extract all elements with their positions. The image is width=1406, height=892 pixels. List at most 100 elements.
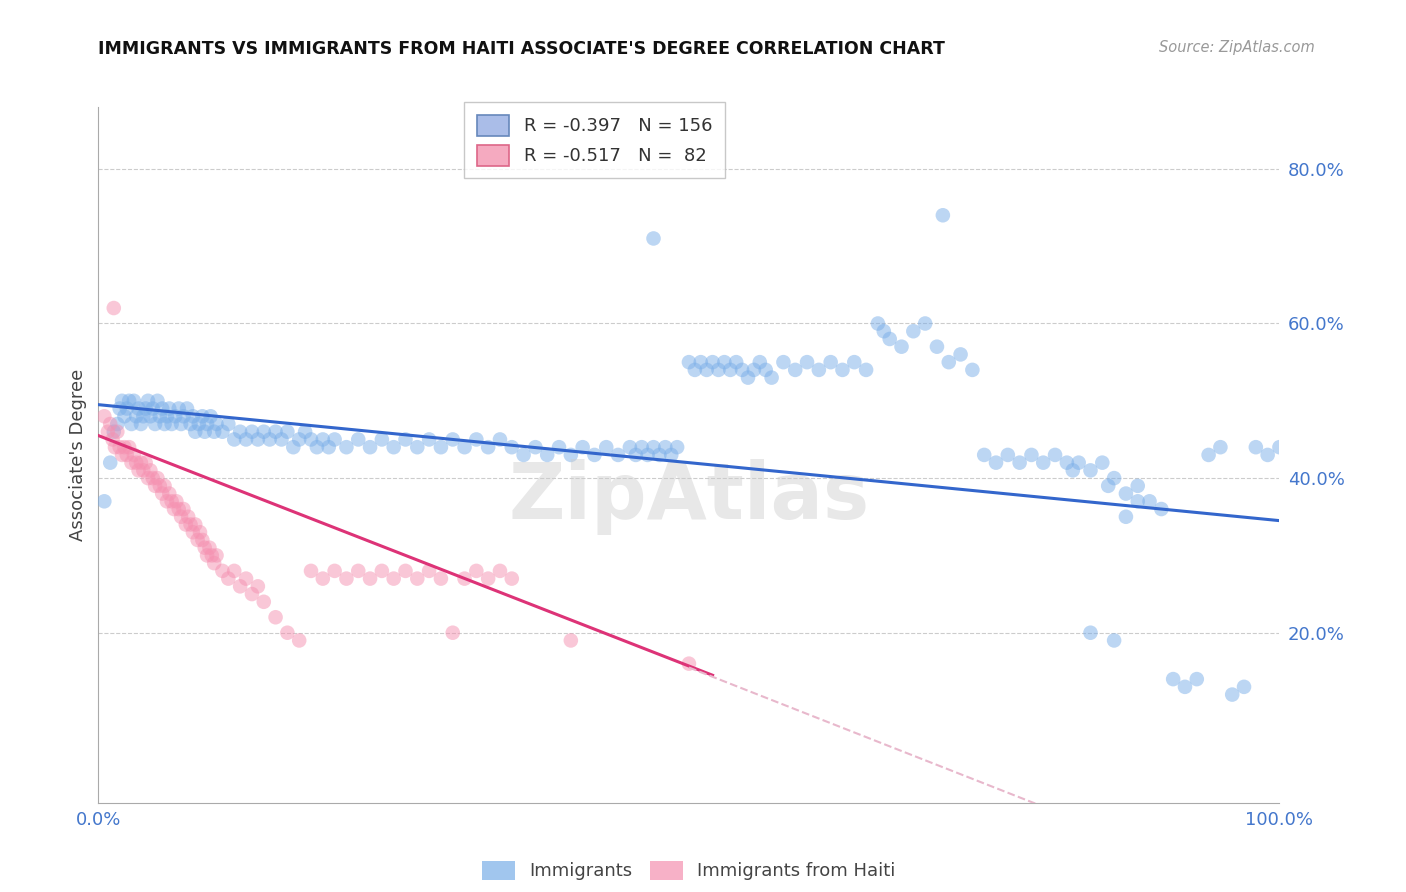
Point bbox=[1139, 494, 1161, 508]
Point bbox=[820, 355, 842, 369]
Point bbox=[1198, 448, 1220, 462]
Point bbox=[288, 433, 311, 447]
Point bbox=[748, 355, 770, 369]
Point bbox=[583, 448, 606, 462]
Point bbox=[180, 417, 202, 431]
Point bbox=[731, 363, 754, 377]
Point bbox=[132, 463, 155, 477]
Point bbox=[217, 417, 239, 431]
Point bbox=[156, 409, 179, 424]
Point bbox=[666, 440, 689, 454]
Point bbox=[382, 440, 405, 454]
Point bbox=[198, 541, 221, 555]
Point bbox=[150, 486, 173, 500]
Point bbox=[98, 456, 121, 470]
Point bbox=[1268, 440, 1291, 454]
Point bbox=[725, 355, 748, 369]
Point bbox=[264, 425, 287, 439]
Point bbox=[1209, 440, 1232, 454]
Point bbox=[1102, 633, 1125, 648]
Point bbox=[200, 409, 222, 424]
Point bbox=[103, 425, 125, 439]
Point bbox=[195, 417, 218, 431]
Point bbox=[224, 433, 246, 447]
Point bbox=[536, 448, 558, 462]
Point bbox=[194, 425, 217, 439]
Point bbox=[195, 549, 218, 563]
Point bbox=[394, 564, 416, 578]
Point bbox=[112, 440, 135, 454]
Point bbox=[136, 471, 159, 485]
Point bbox=[925, 340, 948, 354]
Point bbox=[1150, 502, 1173, 516]
Point bbox=[259, 433, 281, 447]
Point bbox=[772, 355, 794, 369]
Point bbox=[288, 633, 311, 648]
Point bbox=[371, 564, 394, 578]
Legend: Immigrants, Immigrants from Haiti: Immigrants, Immigrants from Haiti bbox=[475, 854, 903, 888]
Point bbox=[93, 494, 115, 508]
Point bbox=[181, 409, 204, 424]
Point bbox=[283, 440, 305, 454]
Point bbox=[1080, 463, 1102, 477]
Point bbox=[97, 425, 120, 439]
Point bbox=[949, 347, 972, 361]
Point bbox=[624, 448, 647, 462]
Point bbox=[678, 657, 700, 671]
Point bbox=[118, 440, 141, 454]
Point bbox=[121, 456, 143, 470]
Point bbox=[524, 440, 547, 454]
Point bbox=[312, 572, 335, 586]
Point bbox=[146, 471, 169, 485]
Point bbox=[1115, 486, 1137, 500]
Point bbox=[595, 440, 617, 454]
Point bbox=[270, 433, 292, 447]
Point bbox=[170, 509, 193, 524]
Point bbox=[201, 549, 224, 563]
Point bbox=[914, 317, 936, 331]
Point bbox=[938, 355, 960, 369]
Point bbox=[890, 340, 912, 354]
Point bbox=[125, 409, 148, 424]
Point bbox=[1233, 680, 1256, 694]
Point bbox=[305, 440, 328, 454]
Point bbox=[1008, 456, 1031, 470]
Point bbox=[93, 409, 115, 424]
Point bbox=[831, 363, 853, 377]
Point bbox=[637, 448, 659, 462]
Point bbox=[1126, 494, 1149, 508]
Point bbox=[115, 401, 138, 416]
Point bbox=[441, 625, 464, 640]
Point bbox=[149, 409, 172, 424]
Point bbox=[172, 409, 194, 424]
Point bbox=[512, 448, 534, 462]
Point bbox=[156, 494, 179, 508]
Point bbox=[294, 425, 316, 439]
Point bbox=[571, 440, 593, 454]
Point bbox=[157, 486, 180, 500]
Point bbox=[1244, 440, 1267, 454]
Point bbox=[643, 231, 665, 245]
Point bbox=[139, 409, 162, 424]
Point bbox=[702, 355, 724, 369]
Point bbox=[172, 502, 194, 516]
Point bbox=[136, 393, 159, 408]
Point bbox=[217, 572, 239, 586]
Point bbox=[202, 556, 225, 570]
Point bbox=[299, 564, 322, 578]
Point bbox=[167, 502, 190, 516]
Point bbox=[866, 317, 889, 331]
Point bbox=[1174, 680, 1197, 694]
Point bbox=[111, 393, 134, 408]
Point bbox=[1220, 688, 1243, 702]
Point bbox=[560, 633, 582, 648]
Point bbox=[548, 440, 571, 454]
Point bbox=[796, 355, 818, 369]
Point bbox=[165, 409, 187, 424]
Point bbox=[406, 572, 429, 586]
Point bbox=[135, 401, 157, 416]
Point bbox=[1056, 456, 1078, 470]
Point bbox=[153, 479, 176, 493]
Point bbox=[394, 433, 416, 447]
Point bbox=[678, 355, 700, 369]
